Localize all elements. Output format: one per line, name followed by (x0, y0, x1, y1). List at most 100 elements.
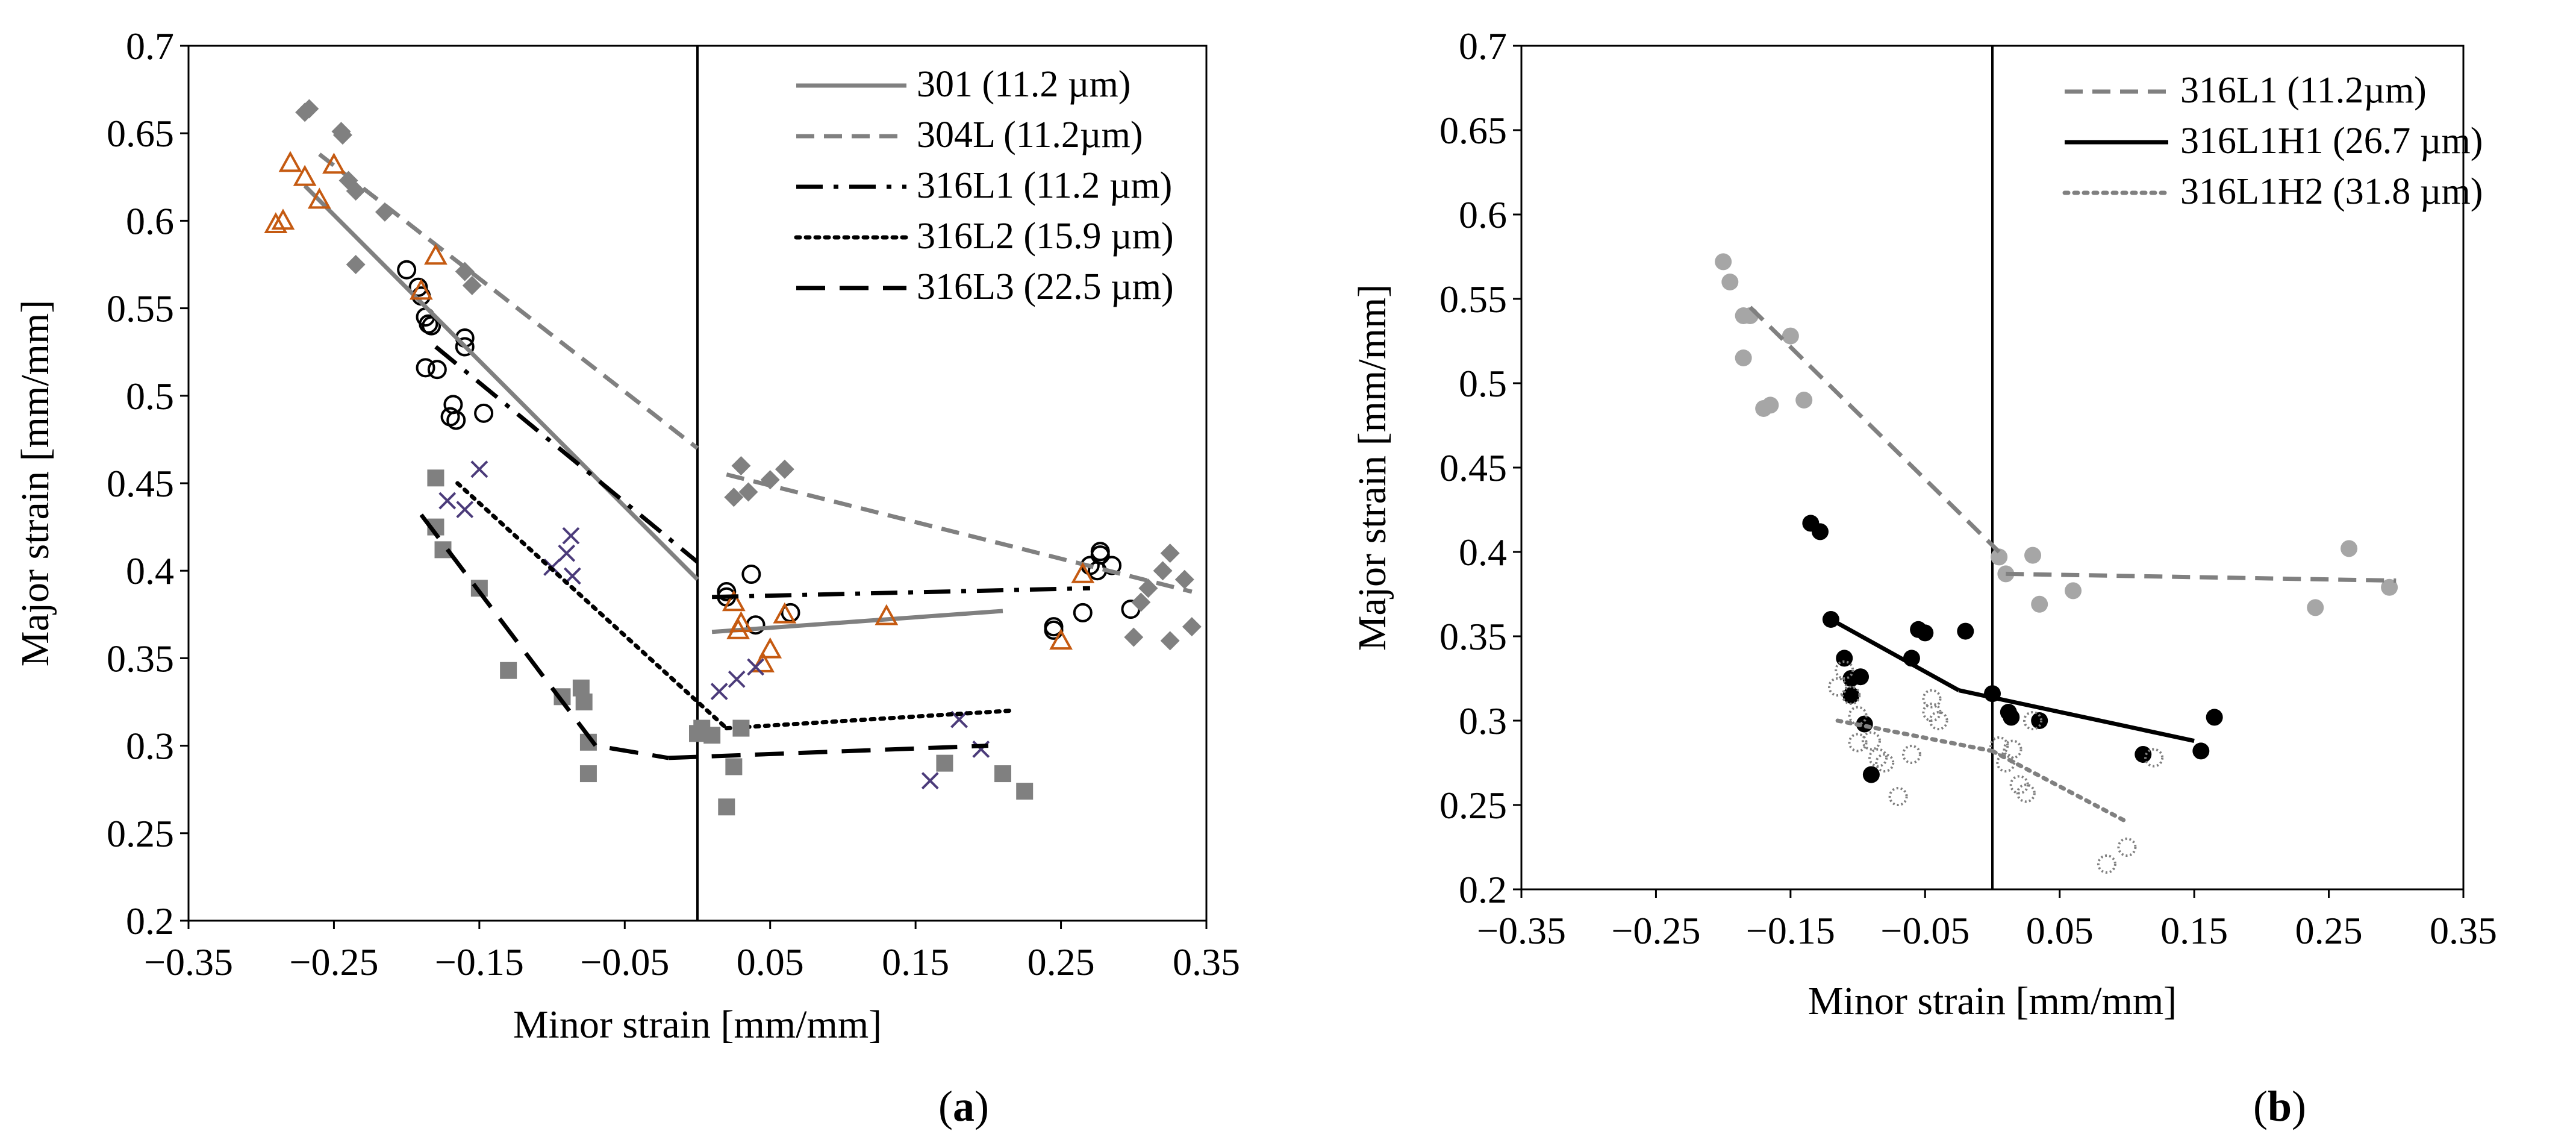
data-point (1782, 327, 1799, 345)
data-point (936, 754, 953, 772)
x-tick-label: 0.15 (882, 941, 949, 983)
data-point (741, 565, 761, 584)
data-point (1073, 603, 1093, 622)
data-point (1862, 766, 1880, 783)
data-point (443, 395, 463, 415)
data-point (1868, 748, 1888, 768)
data-point (1182, 617, 1202, 637)
x-tick-label: 0.05 (2026, 909, 2094, 952)
data-point (1841, 686, 1861, 705)
data-point (575, 694, 593, 710)
data-point (710, 683, 728, 700)
data-point (1762, 396, 1779, 414)
panel-a: 0.2 0.25 0.3 0.35 0.4 0.45 0.5 0.55 0.6 0.65 0.7 −0… (13, 25, 1240, 1130)
data-point (1901, 745, 1921, 764)
data-point (1715, 253, 1732, 271)
trend-line (726, 472, 1193, 594)
data-point (2003, 739, 2022, 759)
x-tick-label: −0.35 (144, 941, 233, 983)
data-point (2003, 709, 2020, 726)
trend-line (1830, 617, 1960, 692)
data-point (1016, 783, 1034, 800)
data-point (264, 212, 288, 234)
data-point (2024, 547, 2042, 564)
series-2 (295, 99, 1202, 651)
y-tick-label: 0.55 (107, 287, 174, 330)
y-tick-label: 0.4 (1459, 531, 1507, 574)
legend: 301 (11.2 µm) 304L (11.2µm) 316L1 (11.2 µm… (794, 64, 1174, 307)
data-point (1922, 703, 1942, 722)
data-point (462, 275, 482, 295)
data-point (1842, 687, 1860, 704)
data-point (446, 410, 466, 430)
data-point (1875, 753, 1895, 772)
data-point (2117, 838, 2137, 857)
x-tick-label: 0.15 (2160, 909, 2228, 952)
data-point (2341, 540, 2358, 557)
data-point (1049, 628, 1073, 650)
y-tick-label: 0.2 (1459, 868, 1507, 911)
data-point (455, 337, 475, 357)
data-point (299, 99, 319, 119)
data-point (424, 243, 448, 265)
data-point (994, 765, 1011, 783)
data-point (2135, 746, 2152, 763)
trend-line (455, 481, 729, 731)
data-point (1888, 787, 1908, 806)
data-point (950, 710, 968, 728)
y-tick-label: 0.65 (107, 112, 174, 155)
data-point (1836, 650, 1853, 667)
legend-label: 316L3 (22.5 µm) (917, 266, 1174, 307)
data-point (2144, 748, 2164, 768)
y-tick-label: 0.5 (126, 375, 174, 418)
legend-label: 316L1H2 (31.8 µm) (2180, 171, 2483, 212)
data-point (724, 487, 744, 507)
x-tick-label: 0.25 (1028, 941, 1095, 983)
data-point (1991, 548, 2008, 566)
series-1 (303, 184, 1141, 640)
trend-line (724, 709, 1012, 731)
data-point (731, 456, 751, 475)
data-point (322, 152, 346, 174)
y-tick-label: 0.45 (1439, 446, 1507, 489)
legend-label: 316L1H1 (26.7 µm) (2180, 121, 2483, 161)
y-tick-label: 0.2 (126, 900, 174, 942)
data-point (271, 208, 295, 230)
x-tick-label: 0.35 (2430, 909, 2497, 952)
y-tick-label: 0.7 (1459, 25, 1507, 67)
data-point (1160, 543, 1180, 563)
y-tick-label: 0.6 (126, 199, 174, 242)
x-tick-label: −0.25 (289, 941, 378, 983)
x-tick-label: −0.15 (435, 941, 524, 983)
y-tick-label: 0.4 (126, 550, 174, 592)
data-point (775, 459, 794, 479)
data-point (438, 492, 457, 510)
data-point (2031, 712, 2048, 729)
trend-line (318, 152, 699, 450)
x-axis-title: Minor strain [mm/mm] (513, 1003, 882, 1047)
series-5 (419, 469, 1034, 816)
series-2 (1802, 515, 2223, 783)
data-point (2097, 854, 2116, 874)
y-tick-label: 0.45 (107, 462, 174, 505)
data-point (2031, 595, 2048, 613)
trend-line (1958, 688, 2195, 744)
data-point (1138, 578, 1158, 598)
data-point (307, 187, 331, 209)
data-point (1929, 711, 1948, 730)
trend-line (1748, 305, 2001, 554)
y-axis-title: Major strain [mm/mm] (13, 300, 57, 667)
data-point (751, 651, 775, 672)
data-point (1835, 660, 1854, 680)
trend-line (2006, 571, 2397, 583)
y-tick-label: 0.3 (1459, 700, 1507, 742)
x-tick-label: 0.35 (1173, 941, 1240, 983)
legend-label: 316L1 (11.2 µm) (917, 165, 1172, 206)
data-point (747, 658, 764, 676)
panel-b: 0.2 0.25 0.3 0.35 0.4 0.45 0.5 0.55 0.6 0.65 0.7 −0… (1350, 25, 2497, 1130)
data-point (1989, 736, 2009, 756)
data-point (456, 501, 474, 518)
y-tick-label: 0.7 (126, 25, 174, 67)
